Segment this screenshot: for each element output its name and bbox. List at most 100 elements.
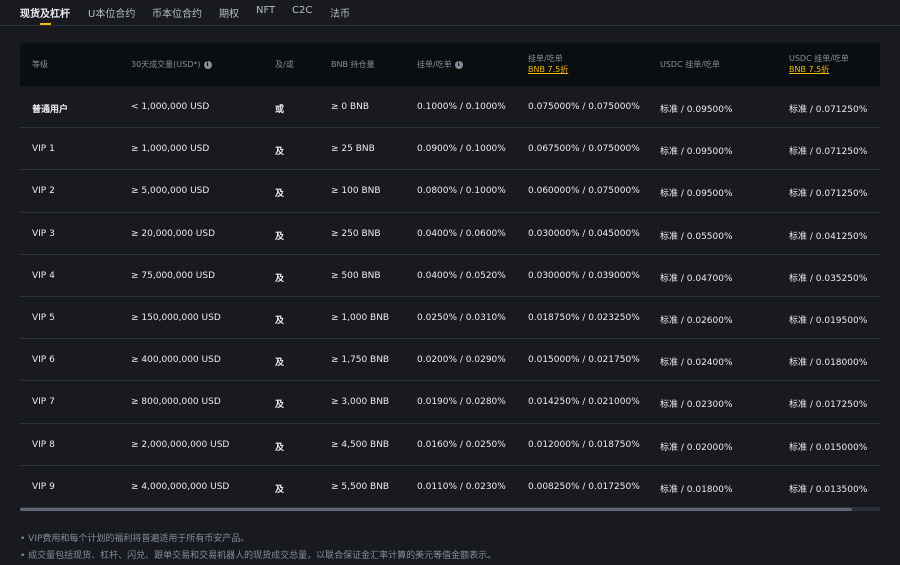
cell-andor: 及 [275,189,285,200]
cell-usdc: 标准 / 0.02600% [660,315,733,326]
header-maker-taker-bnb: 挂单/吃单 BNB 7.5折 [528,53,568,75]
table-row: VIP 5 ≥ 150,000,000 USD 及 ≥ 1,000 BNB 0.0250… [20,297,880,340]
cell-level: VIP 8 [32,439,55,450]
cell-level: VIP 2 [32,186,55,197]
cell-volume: < 1,000,000 USD [131,102,210,112]
note: VIP费用和每个计划的福利将普遍适用于所有币安产品。 [20,531,496,548]
cell-maker-taker: 0.0800% / 0.1000% [417,186,506,197]
table-row: VIP 6 ≥ 400,000,000 USD 及 ≥ 1,750 BNB 0.0200… [20,339,880,382]
cell-volume: ≥ 75,000,000 USD [131,270,216,281]
bnb-discount-link[interactable]: BNB 7.5折 [528,65,569,74]
usdc-bnb-discount-link[interactable]: BNB 7.5折 [789,65,830,74]
cell-usdc: 标准 / 0.02300% [660,400,733,411]
cell-volume: ≥ 20,000,000 USD [131,228,216,239]
cell-usdc-bnb: 标准 / 0.035250% [789,273,868,284]
tab-1[interactable]: U本位合约 [88,9,136,20]
cell-bnb-holding: ≥ 100 BNB [331,186,381,197]
info-icon[interactable]: i [203,60,212,69]
cell-bnb-holding: ≥ 500 BNB [331,270,381,281]
cell-bnb-holding: ≥ 1,000 BNB [331,312,390,323]
header-bnb: BNB 持仓量 [331,60,375,69]
header-label: USDC 挂单/吃单 [789,54,849,63]
cell-bnb-holding: ≥ 1,750 BNB [331,355,390,366]
tab-2[interactable]: 币本位合约 [152,9,202,20]
cell-usdc-bnb: 标准 / 0.071250% [789,105,868,115]
cell-maker-taker-bnb: 0.018750% / 0.023250% [528,312,640,323]
table-row: VIP 9 ≥ 4,000,000,000 USD 及 ≥ 5,500 BNB 0.01… [20,466,880,508]
table-row: VIP 2 ≥ 5,000,000 USD 及 ≥ 100 BNB 0.0800% / … [20,170,880,213]
cell-andor: 及 [275,442,285,453]
cell-usdc-bnb: 标准 / 0.019500% [789,315,868,326]
cell-maker-taker: 0.0400% / 0.0520% [417,270,506,281]
cell-maker-taker-bnb: 0.014250% / 0.021000% [528,397,640,408]
table-header: 等级 30天成交量(USD*) i 及/或 BNB 持仓量 挂单/吃单 i 挂单/吃… [20,43,880,86]
header-usdc: USDC 挂单/吃单 [660,60,720,69]
cell-usdc: 标准 / 0.05500% [660,231,733,242]
cell-bnb-holding: ≥ 4,500 BNB [331,439,390,450]
tab-6[interactable]: 法币 [330,9,350,20]
cell-usdc: 标准 / 0.09500% [660,147,733,158]
header-andor: 及/或 [275,60,294,69]
cell-andor: 及 [275,358,285,369]
cell-andor: 及 [275,231,285,242]
cell-usdc: 标准 / 0.02400% [660,358,733,369]
cell-bnb-holding: ≥ 25 BNB [331,144,375,155]
cell-andor: 及 [275,400,285,411]
tab-3[interactable]: 期权 [219,9,239,20]
table-row: 普通用户 < 1,000,000 USD 或 ≥ 0 BNB 0.1000% / 0.1… [20,86,880,129]
table-body: 普通用户 < 1,000,000 USD 或 ≥ 0 BNB 0.1000% / 0.1… [20,86,880,508]
cell-maker-taker: 0.1000% / 0.1000% [417,102,506,112]
note: 成交量包括现货、杠杆、闪兑、跟单交易和交易机器人的现货成交总量，以联合保证金汇率… [20,548,496,565]
cell-volume: ≥ 800,000,000 USD [131,397,221,408]
cell-maker-taker-bnb: 0.067500% / 0.075000% [528,144,640,155]
cell-usdc-bnb: 标准 / 0.071250% [789,147,868,158]
cell-level: VIP 6 [32,355,55,366]
cell-usdc: 标准 / 0.09500% [660,189,733,200]
table-row: VIP 3 ≥ 20,000,000 USD 及 ≥ 250 BNB 0.0400% /… [20,213,880,255]
cell-level: VIP 7 [32,397,55,408]
cell-usdc-bnb: 标准 / 0.013500% [789,484,868,495]
horizontal-scrollbar[interactable] [20,508,880,511]
cell-usdc: 标准 / 0.01800% [660,484,733,495]
cell-level: VIP 3 [32,228,55,239]
header-label: 挂单/吃单 [528,54,563,63]
cell-usdc-bnb: 标准 / 0.015000% [789,442,868,453]
header-usdc-bnb: USDC 挂单/吃单 BNB 7.5折 [789,53,849,75]
info-icon[interactable]: i [454,60,463,69]
cell-maker-taker-bnb: 0.060000% / 0.075000% [528,186,640,197]
header-volume-label: 30天成交量(USD*) [131,60,201,69]
tab-0[interactable]: 现货及杠杆 [20,5,70,25]
table-row: VIP 4 ≥ 75,000,000 USD 及 ≥ 500 BNB 0.0400% /… [20,255,880,297]
cell-usdc-bnb: 标准 / 0.017250% [789,400,868,411]
cell-maker-taker: 0.0250% / 0.0310% [417,312,506,323]
cell-volume: ≥ 1,000,000 USD [131,144,210,155]
cell-bnb-holding: ≥ 0 BNB [331,102,370,112]
cell-bnb-holding: ≥ 3,000 BNB [331,397,390,408]
cell-level: 普通用户 [32,105,69,115]
cell-maker-taker: 0.0400% / 0.0600% [417,228,506,239]
cell-usdc: 标准 / 0.04700% [660,273,733,284]
cell-volume: ≥ 150,000,000 USD [131,312,221,323]
cell-usdc: 标准 / 0.02000% [660,442,733,453]
cell-bnb-holding: ≥ 5,500 BNB [331,481,390,492]
cell-level: VIP 5 [32,312,55,323]
cell-maker-taker: 0.0190% / 0.0280% [417,397,506,408]
cell-maker-taker-bnb: 0.015000% / 0.021750% [528,355,640,366]
table-row: VIP 8 ≥ 2,000,000,000 USD 及 ≥ 4,500 BNB 0.01… [20,424,880,466]
cell-maker-taker: 0.0900% / 0.1000% [417,144,506,155]
tab-5[interactable]: C2C [292,5,313,16]
header-level: 等级 [32,60,48,69]
cell-level: VIP 9 [32,481,55,492]
cell-bnb-holding: ≥ 250 BNB [331,228,381,239]
scrollbar-thumb[interactable] [20,508,852,511]
tab-4[interactable]: NFT [256,5,276,16]
table-row: VIP 1 ≥ 1,000,000 USD 及 ≥ 25 BNB 0.0900% / 0… [20,128,880,171]
table-row: VIP 7 ≥ 800,000,000 USD 及 ≥ 3,000 BNB 0.0190… [20,381,880,424]
cell-maker-taker: 0.0200% / 0.0290% [417,355,506,366]
header-maker-taker: 挂单/吃单 i [417,59,463,70]
fee-table: 等级 30天成交量(USD*) i 及/或 BNB 持仓量 挂单/吃单 i 挂单/吃… [20,43,880,508]
cell-level: VIP 4 [32,270,55,281]
cell-usdc: 标准 / 0.09500% [660,105,733,115]
cell-maker-taker-bnb: 0.075000% / 0.075000% [528,102,640,112]
cell-maker-taker-bnb: 0.030000% / 0.039000% [528,270,640,281]
